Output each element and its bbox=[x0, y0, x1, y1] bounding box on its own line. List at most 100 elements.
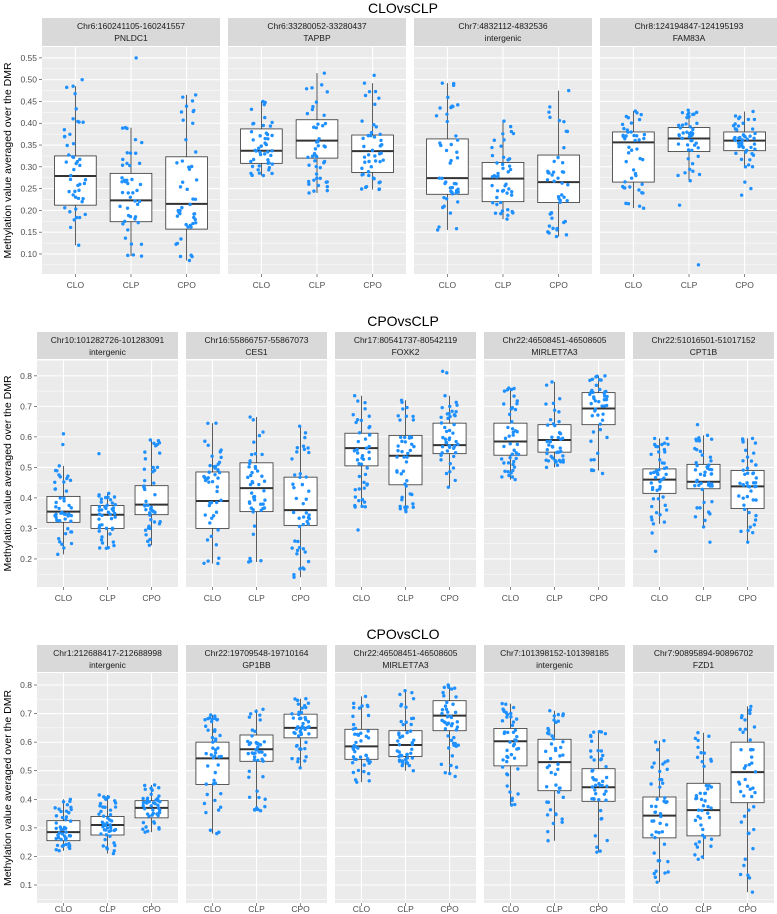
box-iqr bbox=[388, 730, 423, 757]
data-point bbox=[367, 414, 371, 418]
data-point bbox=[506, 425, 510, 430]
data-point bbox=[662, 466, 667, 471]
x-tick-label: CLP bbox=[123, 280, 140, 290]
data-point bbox=[561, 795, 565, 800]
data-point bbox=[750, 164, 755, 169]
data-point bbox=[443, 425, 447, 430]
data-point bbox=[356, 733, 361, 737]
data-point bbox=[742, 863, 746, 868]
data-point bbox=[753, 790, 757, 795]
data-point bbox=[314, 100, 319, 104]
facet-strip bbox=[600, 18, 777, 46]
data-point bbox=[352, 448, 357, 453]
data-point bbox=[653, 835, 657, 840]
data-point bbox=[594, 783, 598, 787]
x-tick-label: CLO bbox=[625, 280, 643, 290]
data-point bbox=[72, 218, 76, 222]
data-point bbox=[254, 740, 258, 745]
data-point bbox=[692, 143, 697, 147]
data-point bbox=[590, 797, 594, 801]
data-point bbox=[558, 397, 562, 401]
data-point bbox=[513, 477, 517, 482]
data-point bbox=[754, 484, 758, 489]
data-point bbox=[360, 453, 365, 458]
data-point bbox=[316, 122, 320, 126]
data-point bbox=[631, 168, 636, 172]
data-point bbox=[149, 804, 153, 808]
data-point bbox=[399, 704, 403, 708]
data-point bbox=[595, 451, 600, 456]
data-point bbox=[405, 478, 409, 483]
data-point bbox=[694, 439, 699, 443]
data-point bbox=[352, 705, 356, 710]
data-point bbox=[152, 820, 156, 824]
data-point bbox=[103, 823, 108, 828]
data-point bbox=[697, 840, 702, 844]
data-point bbox=[547, 231, 551, 235]
data-point bbox=[562, 145, 566, 150]
data-point bbox=[753, 131, 757, 136]
data-point bbox=[449, 738, 454, 743]
data-point bbox=[750, 794, 754, 799]
x-tick-label: CLP bbox=[248, 904, 265, 914]
data-point bbox=[292, 575, 296, 579]
data-point bbox=[454, 765, 459, 769]
data-point bbox=[366, 153, 371, 157]
data-point bbox=[753, 518, 758, 522]
data-point bbox=[401, 722, 405, 727]
facet-region-label: Chr7:101398152-101398185 bbox=[500, 648, 609, 658]
section-title: CPOvsCLP bbox=[367, 313, 439, 329]
data-point bbox=[306, 155, 310, 160]
data-point bbox=[134, 56, 138, 60]
data-point bbox=[548, 808, 553, 812]
data-point bbox=[664, 823, 669, 827]
data-point bbox=[213, 748, 218, 752]
data-point bbox=[597, 399, 601, 404]
data-point bbox=[251, 121, 256, 126]
data-point bbox=[502, 444, 506, 449]
data-point bbox=[312, 178, 316, 182]
data-point bbox=[651, 497, 656, 501]
data-point bbox=[505, 217, 509, 221]
data-point bbox=[363, 400, 367, 405]
data-point bbox=[363, 437, 368, 441]
data-point bbox=[67, 153, 71, 157]
data-point bbox=[264, 131, 269, 135]
data-point bbox=[353, 732, 357, 736]
data-point bbox=[556, 176, 560, 180]
data-point bbox=[449, 723, 454, 728]
data-point bbox=[750, 530, 755, 535]
data-point bbox=[509, 752, 514, 757]
data-point bbox=[151, 808, 155, 812]
data-point bbox=[145, 812, 150, 816]
data-point bbox=[150, 788, 154, 792]
data-point bbox=[751, 498, 755, 502]
data-point bbox=[263, 804, 267, 809]
data-point bbox=[261, 173, 266, 178]
data-point bbox=[602, 394, 607, 398]
data-point bbox=[506, 170, 510, 174]
data-point bbox=[703, 791, 707, 796]
data-point bbox=[693, 468, 698, 472]
data-point bbox=[448, 461, 453, 466]
data-point bbox=[595, 850, 599, 854]
data-point bbox=[501, 155, 506, 160]
data-point bbox=[495, 195, 499, 200]
data-point bbox=[400, 439, 404, 444]
data-point bbox=[642, 136, 646, 141]
data-point bbox=[219, 455, 223, 460]
data-point bbox=[561, 753, 565, 757]
data-point bbox=[219, 791, 223, 796]
data-point bbox=[693, 736, 698, 741]
data-point bbox=[139, 242, 144, 246]
data-point bbox=[505, 748, 509, 753]
data-point bbox=[737, 782, 742, 786]
data-point bbox=[564, 233, 569, 237]
data-point bbox=[559, 745, 563, 750]
section-title: CPOvsCLO bbox=[366, 626, 439, 642]
data-point bbox=[69, 513, 74, 518]
data-point bbox=[637, 188, 641, 192]
data-point bbox=[158, 520, 162, 524]
y-tick-label: 0.15 bbox=[20, 227, 37, 237]
